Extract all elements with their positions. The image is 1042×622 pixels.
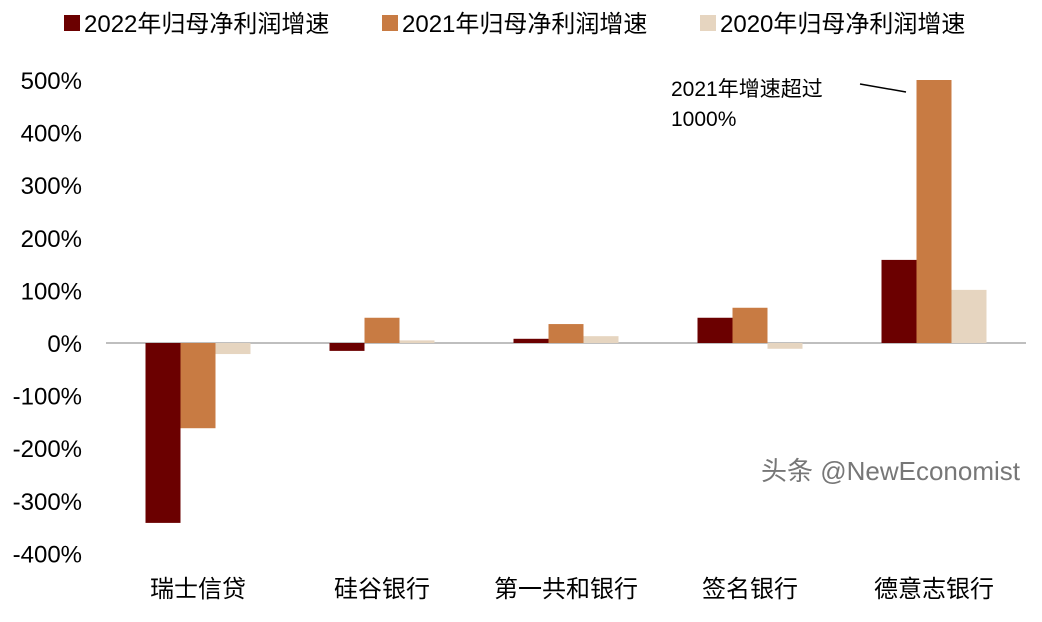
y-tick-label: -100%	[13, 384, 82, 411]
bar-1-2	[548, 324, 584, 343]
bar-1-3	[732, 307, 768, 343]
legend-swatch-0	[64, 15, 80, 31]
y-tick-label: -200%	[13, 436, 82, 463]
bar-1-0	[180, 343, 216, 429]
x-tick-label: 德意志银行	[874, 576, 994, 603]
bar-0-2	[513, 338, 549, 343]
bar-1-4	[916, 80, 952, 343]
y-tick-label: 500%	[21, 68, 82, 95]
y-tick-label: -400%	[13, 541, 82, 568]
bar-2-3	[767, 343, 803, 349]
y-tick-label: -300%	[13, 489, 82, 516]
annotation-line	[859, 83, 907, 93]
legend-label: 2021年归母净利润增速	[402, 11, 647, 38]
legend-label: 2020年归母净利润增速	[720, 11, 965, 38]
bar-0-1	[329, 343, 365, 351]
bar-2-2	[583, 336, 619, 343]
y-tick-label: 100%	[21, 278, 82, 305]
y-tick-label: 300%	[21, 173, 82, 200]
bar-2-4	[951, 289, 987, 343]
watermark: 头条 @NewEconomist	[761, 456, 1021, 486]
x-tick-label: 签名银行	[702, 576, 798, 603]
annotation-text: 1000%	[671, 108, 736, 131]
y-tick-label: 400%	[21, 121, 82, 148]
bar-1-1	[364, 317, 400, 343]
x-tick-label: 硅谷银行	[334, 576, 430, 603]
legend-swatch-1	[382, 15, 398, 31]
x-tick-label: 第一共和银行	[494, 576, 638, 603]
bar-0-3	[697, 317, 733, 343]
annotation-text: 2021年增速超过	[671, 78, 823, 101]
x-tick-label: 瑞士信贷	[150, 576, 246, 603]
legend-label: 2022年归母净利润增速	[84, 11, 329, 38]
legend-swatch-2	[700, 15, 716, 31]
bar-0-4	[881, 259, 917, 343]
bar-2-1	[399, 340, 435, 343]
bar-2-0	[215, 343, 251, 355]
bar-0-0	[145, 343, 181, 523]
y-tick-label: 200%	[21, 226, 82, 253]
y-tick-label: 0%	[47, 331, 82, 358]
